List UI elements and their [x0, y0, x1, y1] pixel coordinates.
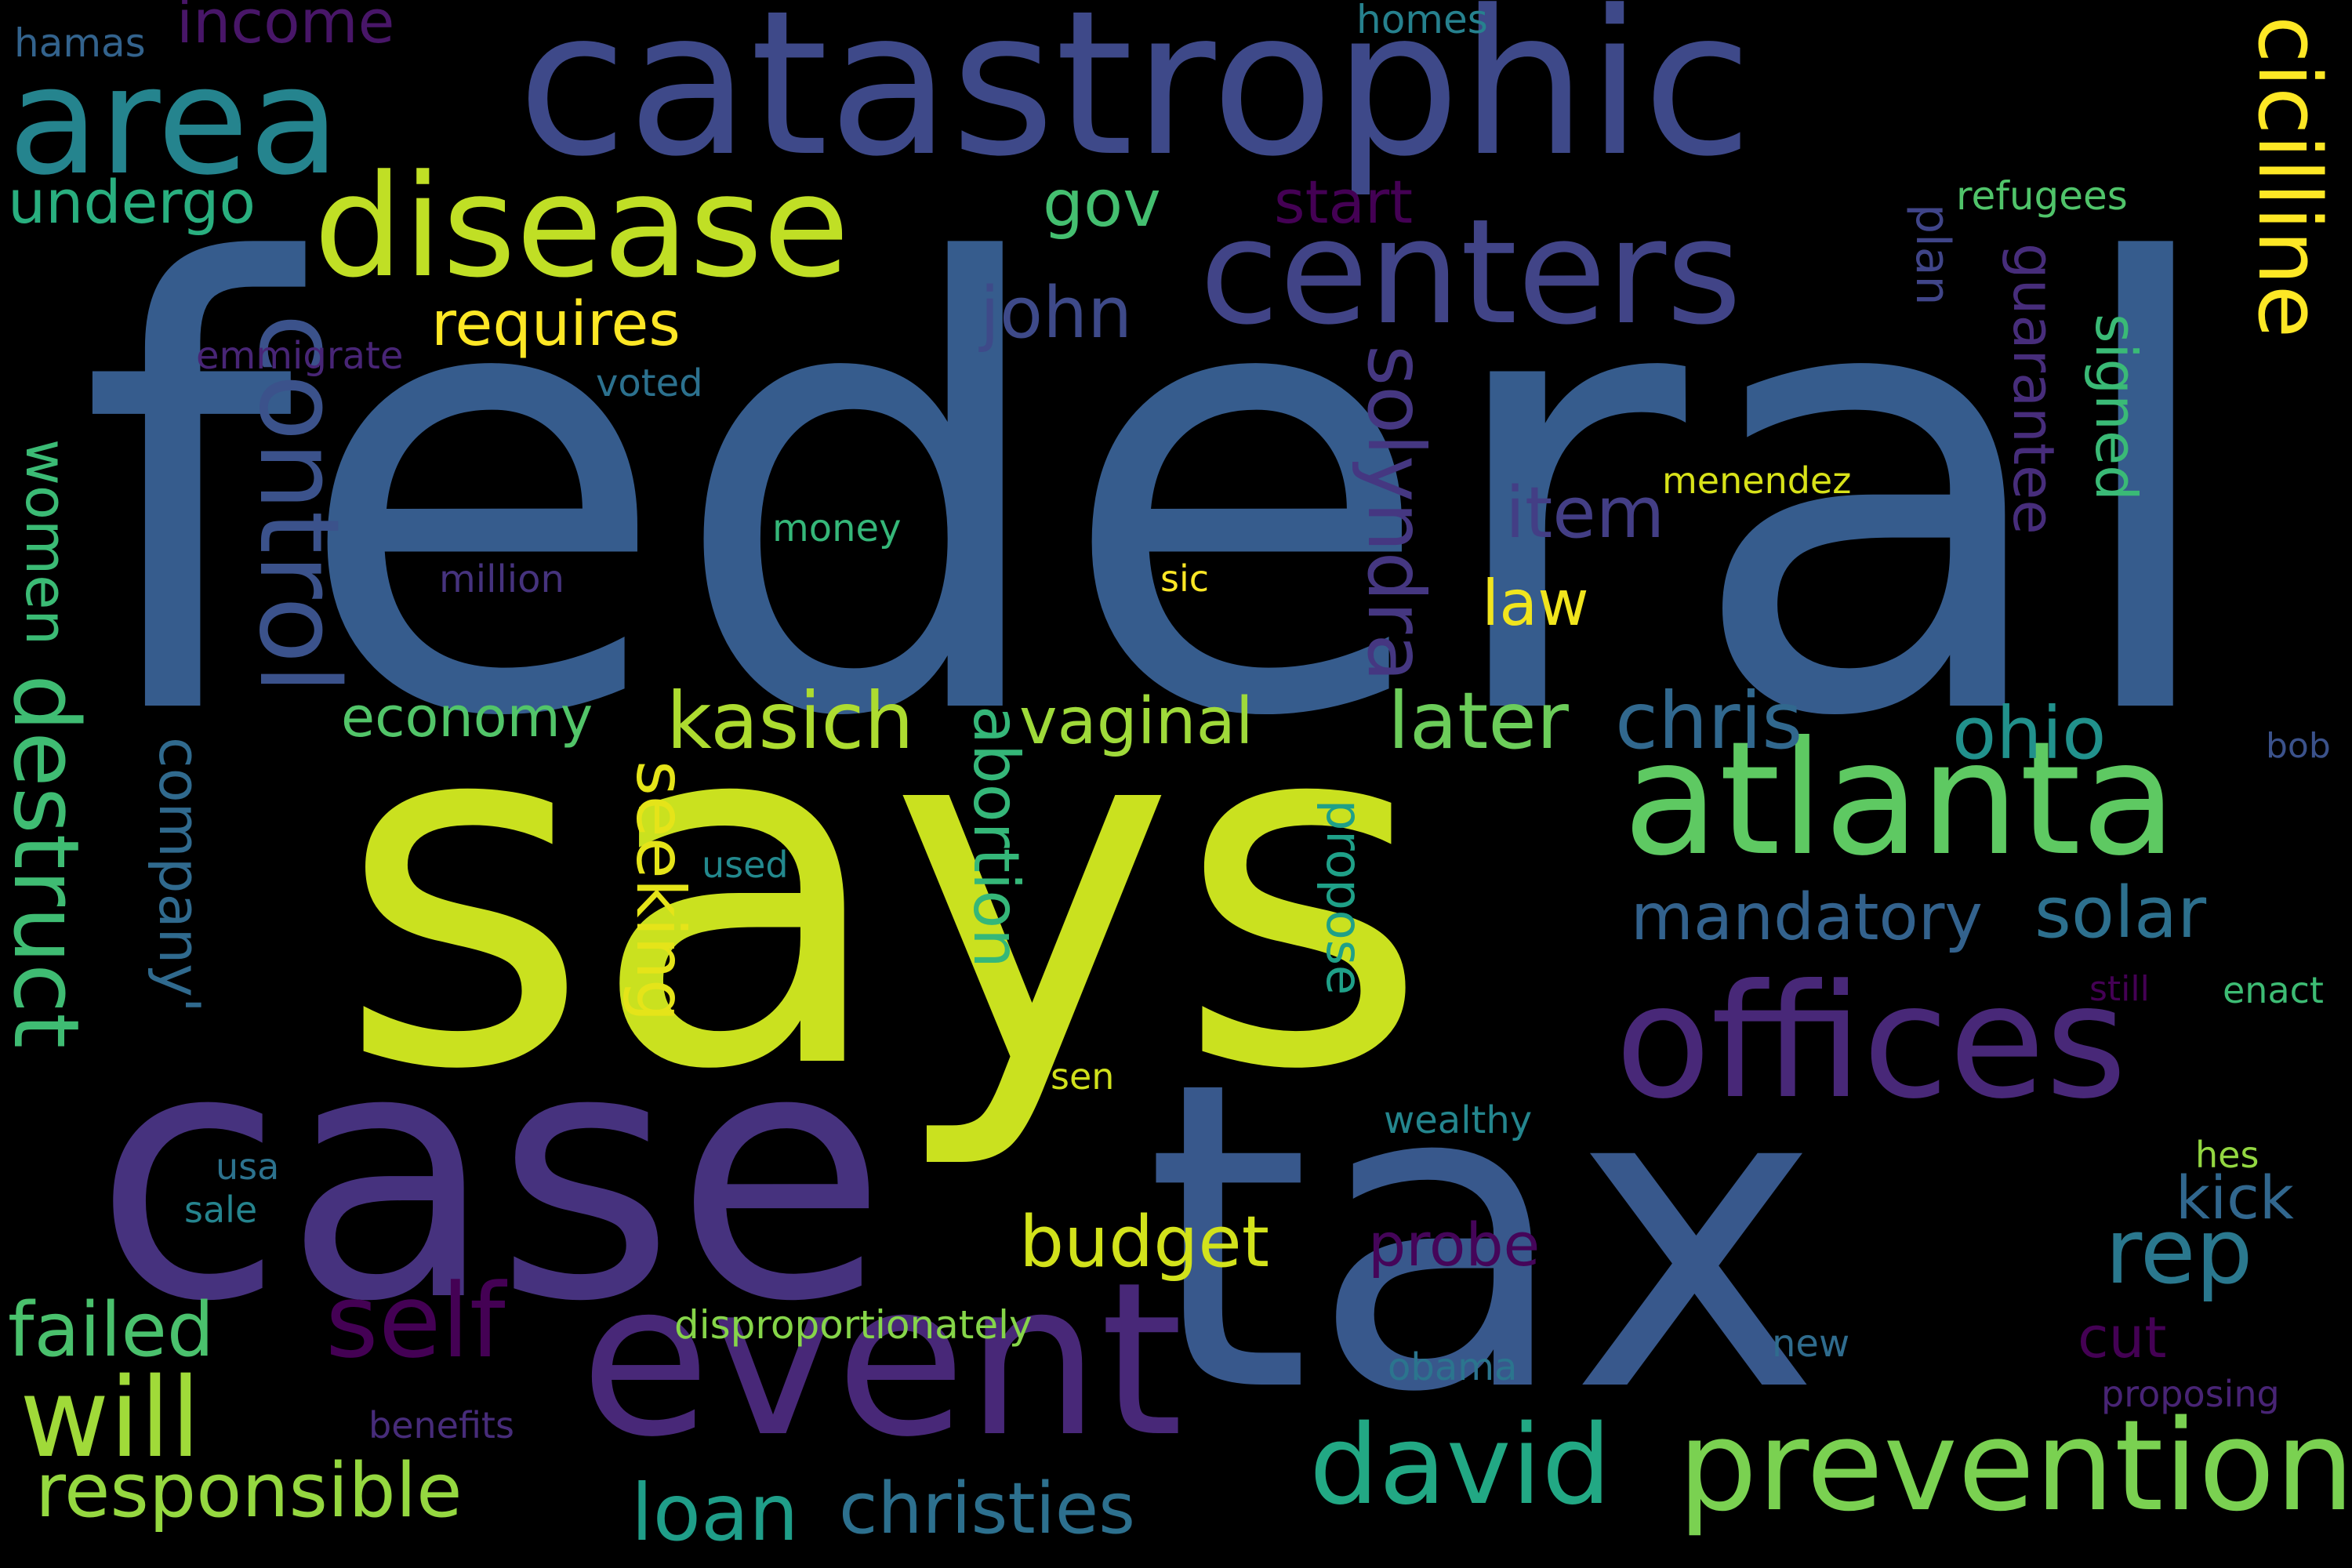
word-destruct: destruct [0, 674, 98, 1049]
word-catastrophic: catastrophic [517, 0, 1753, 201]
word-david: david [1309, 1402, 1612, 1530]
word-used: used [702, 844, 789, 886]
word-usa: usa [216, 1145, 280, 1188]
word-company: company' [147, 737, 212, 1013]
word-item: item [1505, 472, 1665, 554]
word-money: money [772, 506, 902, 550]
word-budget: budget [1019, 1201, 1270, 1283]
word-solar: solar [2034, 872, 2207, 954]
word-emmigrate: emmigrate [196, 334, 404, 378]
word-cicilline: cicilline [2239, 16, 2339, 339]
word-hamas: hamas [14, 20, 146, 66]
word-economy: economy [341, 685, 593, 750]
word-vaginal: vaginal [1019, 684, 1254, 759]
word-sic: sic [1160, 557, 1210, 600]
word-new: new [1772, 1322, 1850, 1366]
word-abortion: abortion [960, 706, 1033, 968]
word-enact: enact [2223, 969, 2324, 1011]
word-centers: centers [1200, 187, 1742, 357]
word-self: self [325, 1261, 506, 1381]
word-failed: failed [8, 1287, 215, 1374]
word-case: case [94, 975, 887, 1377]
word-bob: bob [2266, 726, 2331, 766]
word-wealthy: wealthy [1384, 1098, 1533, 1142]
word-requires: requires [431, 289, 681, 360]
word-hes: hes [2195, 1134, 2259, 1176]
word-homes: homes [1356, 0, 1488, 42]
word-atlanta: atlanta [1623, 708, 2177, 891]
word-gov: gov [1043, 167, 1161, 241]
word-loan: loan [631, 1467, 799, 1559]
word-area: area [8, 34, 340, 208]
word-undergo: undergo [8, 167, 256, 237]
word-solyndra: solyndra [1350, 345, 1442, 682]
word-propose: propose [1316, 800, 1373, 996]
word-sale: sale [184, 1189, 258, 1231]
word-rep: rep [2105, 1200, 2253, 1305]
word-disproportionately: disproportionately [674, 1302, 1033, 1348]
word-voted: voted [596, 361, 703, 405]
word-event: event [580, 1236, 1183, 1483]
word-menendez: menendez [1662, 459, 1852, 502]
word-later: later [1388, 675, 1569, 767]
word-federal: federal [78, 138, 2230, 850]
word-law: law [1482, 567, 1589, 640]
word-disease: disease [314, 145, 850, 309]
word-income: income [176, 0, 395, 56]
word-still: still [2089, 969, 2150, 1009]
word-will: will [20, 1355, 201, 1483]
word-proposing: proposing [2101, 1373, 2280, 1415]
word-ohio: ohio [1952, 691, 2107, 775]
word-seeking: seeking [621, 760, 699, 1022]
word-kick: kick [2176, 1163, 2294, 1232]
word-plan: plan [1905, 204, 1960, 306]
word-guarantee: guarantee [2001, 243, 2067, 535]
word-offices: offices [1615, 951, 2127, 1134]
word-tax: tax [1145, 993, 1821, 1485]
word-signed: signed [2083, 314, 2149, 501]
word-benefits: benefits [368, 1404, 514, 1446]
word-women: women [13, 439, 79, 646]
word-sen: sen [1051, 1055, 1115, 1098]
word-obama: obama [1388, 1345, 1518, 1389]
word-kasich: kasich [666, 675, 914, 767]
word-john: john [980, 272, 1133, 354]
word-million: million [439, 557, 564, 601]
word-says: says [337, 611, 1429, 1176]
word-refugees: refugees [1956, 173, 2128, 219]
word-chris: chris [1615, 675, 1803, 767]
word-christies: christies [839, 1468, 1135, 1550]
word-responsible: responsible [35, 1448, 463, 1534]
word-cut: cut [2078, 1305, 2167, 1370]
word-prevention: prevention [1678, 1392, 2352, 1539]
word-start: start [1274, 167, 1414, 237]
word-mandatory: mandatory [1631, 880, 1983, 955]
word-probe: probe [1368, 1210, 1541, 1279]
